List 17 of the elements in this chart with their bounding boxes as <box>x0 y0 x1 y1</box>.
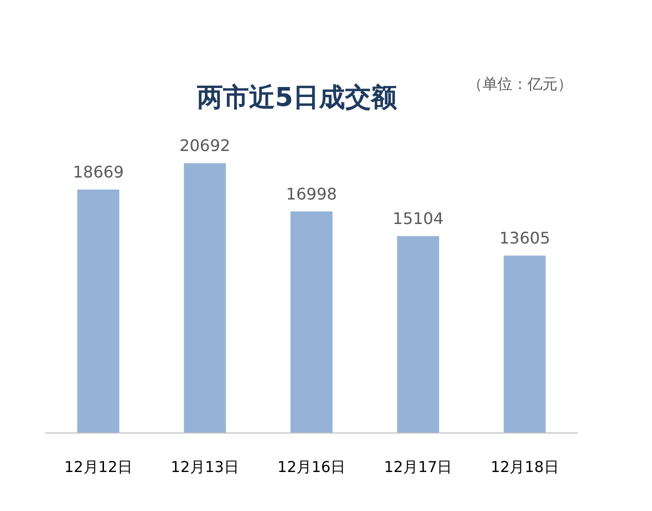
data-label: 15104 <box>392 209 444 228</box>
x-tick-label: 12月18日 <box>490 458 559 476</box>
bar <box>77 190 120 433</box>
bar <box>397 236 440 433</box>
chart-subtitle: （单位：亿元） <box>468 75 572 93</box>
data-label: 20692 <box>179 136 230 156</box>
bar <box>504 256 546 433</box>
x-tick-label: 12月17日 <box>384 458 452 476</box>
data-label: 13605 <box>499 228 550 248</box>
chart-title: 两市近5日成交额 <box>196 83 398 113</box>
x-tick-label: 12月13日 <box>170 458 239 476</box>
data-label: 16998 <box>286 184 337 204</box>
bar <box>184 163 226 433</box>
x-tick-label: 12月12日 <box>64 458 132 476</box>
x-tick-label: 12月16日 <box>277 458 346 476</box>
data-label: 18669 <box>72 162 124 182</box>
bar <box>290 211 332 433</box>
